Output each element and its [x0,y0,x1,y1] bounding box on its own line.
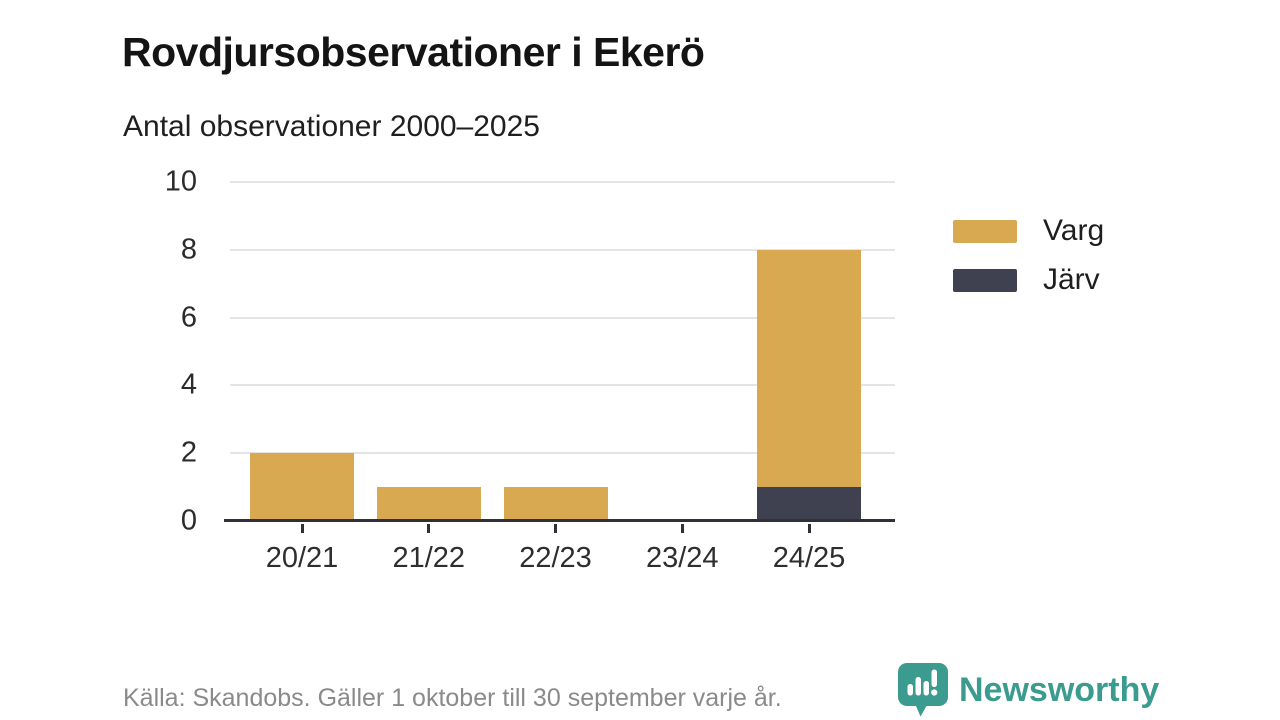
legend-label-varg: Varg [1043,214,1105,247]
gridline-4 [230,384,895,387]
y-tick-label: 6 [180,301,197,334]
legend-item-järv: Järv [953,265,1104,295]
bar-segment-järv-24/25 [757,487,861,521]
x-tick-label: 20/21 [265,542,339,574]
legend-swatch-varg [953,219,1017,243]
gridline-8 [230,248,895,251]
gridline-10 [230,181,895,183]
x-tick-label: 22/23 [519,542,592,574]
y-tick-label: 8 [180,233,197,266]
legend-swatch-järv [953,268,1017,292]
y-axis-labels: 0 2 4 6 8 10 [80,167,197,535]
x-axis-labels: 20/21 21/22 22/23 23/24 24/25 [230,521,895,591]
newsworthy-branding: Newsworthy [897,662,1159,718]
bar-segment-varg-24/25 [757,249,861,488]
gridline-2 [230,452,895,455]
x-tick-label: 23/24 [645,542,719,574]
y-tick-label: 0 [180,504,197,537]
x-tick-mark [554,524,557,533]
bar-segment-varg-20/21 [250,453,354,521]
x-tick-label: 21/22 [392,542,466,574]
plot-area [224,181,895,522]
x-tick-mark [680,524,684,533]
gridline-6 [230,316,895,319]
y-tick-label: 2 [180,436,197,469]
chart-subtitle: Antal observationer 2000–2025 [123,110,540,143]
y-tick-label: 10 [164,165,197,198]
y-tick-label: 4 [180,368,197,401]
x-axis-line [224,519,895,522]
newsworthy-logo-icon [898,663,948,717]
newsworthy-logo-text: Newsworthy [959,671,1160,709]
x-tick-mark [427,524,431,533]
x-tick-label: 24/25 [772,542,846,574]
legend-label-järv: Järv [1043,263,1100,296]
bar-segment-varg-22/23 [503,487,608,521]
bar-segment-varg-21/22 [376,487,481,521]
x-tick-mark [300,524,304,533]
x-tick-mark [807,524,811,533]
source-note: Källa: Skandobs. Gäller 1 oktober till 3… [123,684,782,712]
chart-title: Rovdjursobservationer i Ekerö [122,29,705,76]
chart-legend: Varg Järv [953,216,1104,314]
legend-item-varg: Varg [953,216,1104,246]
